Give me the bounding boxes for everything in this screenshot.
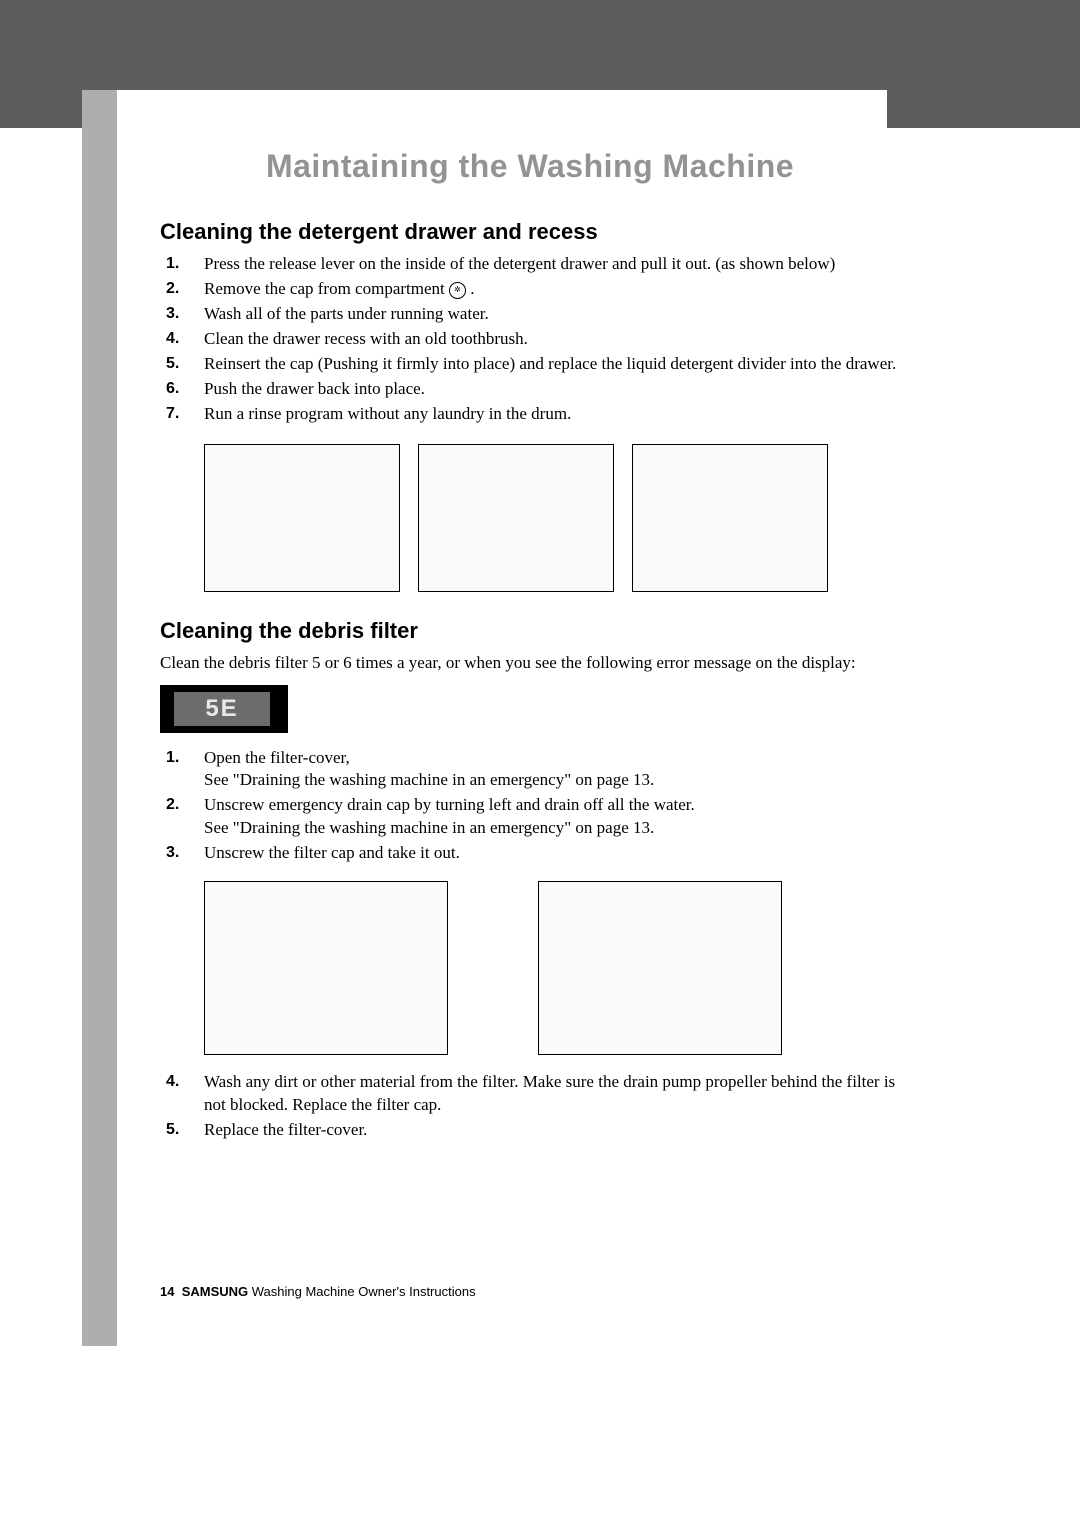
footer-brand: SAMSUNG <box>182 1284 248 1299</box>
step-item: 1. Press the release lever on the inside… <box>160 253 900 276</box>
step-text: Unscrew the filter cap and take it out. <box>204 843 460 862</box>
step-number: 2. <box>166 794 179 816</box>
compartment-icon: ✲ <box>449 282 466 299</box>
step-text: Press the release lever on the inside of… <box>204 254 835 273</box>
step-number: 6. <box>166 378 179 400</box>
illustration-drawer-1 <box>204 444 400 592</box>
header-inner-white <box>117 90 887 128</box>
footer-tail: Washing Machine Owner's Instructions <box>248 1284 475 1299</box>
filter-steps-a: 1. Open the filter-cover, See "Draining … <box>160 747 900 866</box>
step-item: 4. Clean the drawer recess with an old t… <box>160 328 900 351</box>
step-text: Remove the cap from compartment <box>204 279 449 298</box>
step-text: Wash all of the parts under running wate… <box>204 304 489 323</box>
step-item: 3. Wash all of the parts under running w… <box>160 303 900 326</box>
step-number: 1. <box>166 747 179 769</box>
filter-image-row <box>204 881 900 1055</box>
step-number: 4. <box>166 1071 179 1093</box>
step-subtext: See "Draining the washing machine in an … <box>204 770 654 789</box>
step-item: 3. Unscrew the filter cap and take it ou… <box>160 842 900 865</box>
main-title: Maintaining the Washing Machine <box>160 148 900 185</box>
step-item: 6. Push the drawer back into place. <box>160 378 900 401</box>
step-text: Run a rinse program without any laundry … <box>204 404 571 423</box>
illustration-filter-1 <box>204 881 448 1055</box>
step-number: 1. <box>166 253 179 275</box>
illustration-drawer-2 <box>418 444 614 592</box>
drawer-image-row <box>204 444 900 592</box>
step-text: Clean the drawer recess with an old toot… <box>204 329 528 348</box>
step-number: 3. <box>166 303 179 325</box>
filter-intro: Clean the debris filter 5 or 6 times a y… <box>160 652 900 675</box>
step-item: 5. Reinsert the cap (Pushing it firmly i… <box>160 353 900 376</box>
step-number: 5. <box>166 353 179 375</box>
step-text: Replace the filter-cover. <box>204 1120 367 1139</box>
illustration-drawer-3 <box>632 444 828 592</box>
step-subtext: See "Draining the washing machine in an … <box>204 818 654 837</box>
step-item: 7. Run a rinse program without any laund… <box>160 403 900 426</box>
step-item: 2. Remove the cap from compartment ✲ . <box>160 278 900 301</box>
filter-steps-b: 4. Wash any dirt or other material from … <box>160 1071 900 1142</box>
step-number: 2. <box>166 278 179 300</box>
step-number: 7. <box>166 403 179 425</box>
content-area: Maintaining the Washing Machine Cleaning… <box>160 148 900 1144</box>
error-display: 5E <box>160 685 288 733</box>
step-text: Open the filter-cover, <box>204 748 350 767</box>
step-item: 5. Replace the filter-cover. <box>160 1119 900 1142</box>
section-heading-filter: Cleaning the debris filter <box>160 618 900 644</box>
side-band <box>82 90 117 1346</box>
step-number: 3. <box>166 842 179 864</box>
page: Maintaining the Washing Machine Cleaning… <box>0 0 1080 1522</box>
step-item: 2. Unscrew emergency drain cap by turnin… <box>160 794 900 840</box>
illustration-filter-2 <box>538 881 782 1055</box>
step-item: 1. Open the filter-cover, See "Draining … <box>160 747 900 793</box>
step-text: Wash any dirt or other material from the… <box>204 1072 895 1114</box>
step-text: Reinsert the cap (Pushing it firmly into… <box>204 354 896 373</box>
step-number: 5. <box>166 1119 179 1141</box>
step-text: Unscrew emergency drain cap by turning l… <box>204 795 695 814</box>
section-heading-drawer: Cleaning the detergent drawer and recess <box>160 219 900 245</box>
step-item: 4. Wash any dirt or other material from … <box>160 1071 900 1117</box>
step-text: Push the drawer back into place. <box>204 379 425 398</box>
footer-page-number: 14 <box>160 1284 174 1299</box>
step-text-tail: . <box>466 279 475 298</box>
page-footer: 14 SAMSUNG Washing Machine Owner's Instr… <box>160 1284 476 1299</box>
step-number: 4. <box>166 328 179 350</box>
drawer-steps: 1. Press the release lever on the inside… <box>160 253 900 426</box>
error-code-label: 5E <box>174 692 270 726</box>
